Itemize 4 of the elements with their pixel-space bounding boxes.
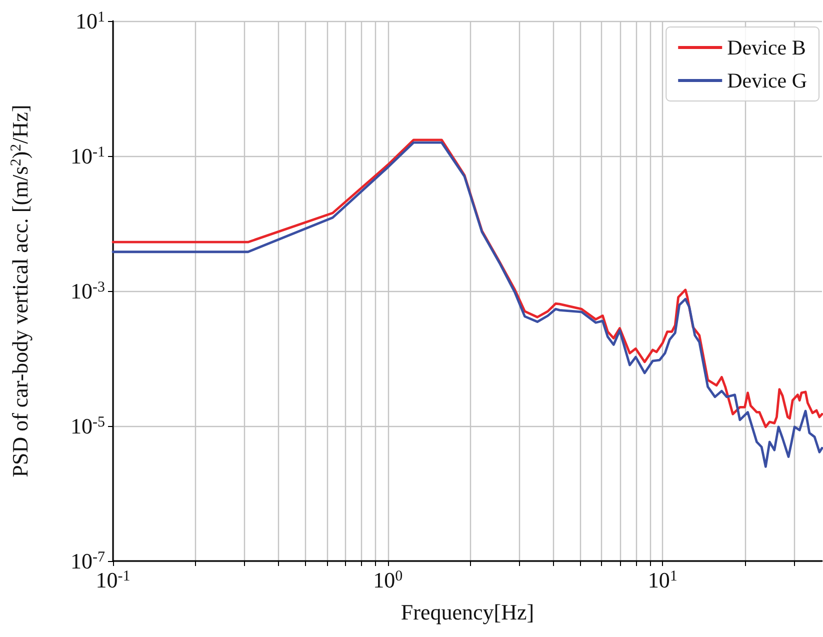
legend-label: Device G	[727, 68, 808, 92]
legend-label: Device B	[727, 36, 806, 60]
y-axis-title: PSD of car-body vertical acc. [(m/s2)2/Hz]	[8, 104, 32, 478]
x-axis-title: Frequency[Hz]	[400, 600, 534, 624]
